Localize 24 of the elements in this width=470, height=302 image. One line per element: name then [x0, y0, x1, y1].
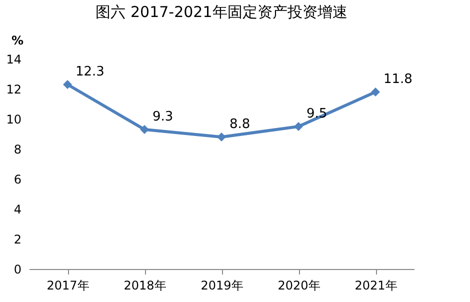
point	[371, 88, 380, 96]
chart-title: 图六 2017-2021年固定资产投资增速	[96, 3, 348, 21]
point	[140, 125, 149, 134]
y-tick-label: 2	[14, 232, 22, 246]
x-tick-label: 2017年	[46, 278, 90, 292]
x-tick-label: 2021年	[354, 278, 398, 292]
x-tick-label: 2018年	[124, 278, 166, 292]
point	[217, 132, 226, 142]
y-tick-label: 14	[6, 52, 22, 66]
point	[63, 80, 72, 89]
data-label: 12.3	[76, 64, 104, 80]
x-tick-label: 2020年	[278, 278, 320, 292]
y-tick-label: 4	[14, 202, 22, 216]
data-label: 8.8	[230, 117, 250, 132]
y-tick-label: 10	[6, 112, 22, 126]
y-tick-label: 0	[14, 262, 22, 276]
data-label: 9.3	[152, 110, 174, 124]
point	[294, 122, 303, 131]
x-tick-label: 2019年	[200, 278, 244, 292]
y-tick-label: 12	[6, 82, 22, 96]
y-tick-label: 6	[14, 172, 22, 186]
y-tick-label: 8	[14, 142, 22, 156]
data-label: 11.8	[384, 72, 412, 87]
y-axis-title: %	[11, 34, 24, 48]
